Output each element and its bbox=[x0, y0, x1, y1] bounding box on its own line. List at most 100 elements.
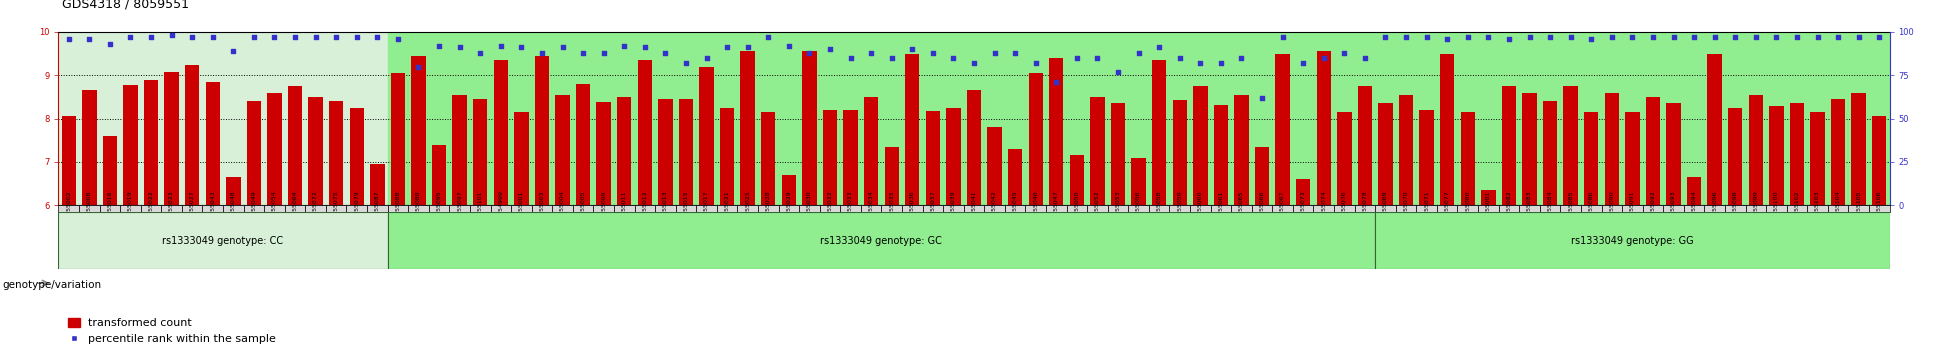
Bar bbox=[267, 93, 282, 205]
Text: GSM955099: GSM955099 bbox=[1753, 190, 1759, 228]
Bar bbox=[1025, 205, 1046, 212]
Text: GSM955098: GSM955098 bbox=[1734, 190, 1738, 228]
Bar bbox=[618, 97, 631, 205]
Point bbox=[1451, 34, 1482, 40]
Text: GSM955083: GSM955083 bbox=[1527, 190, 1531, 228]
Bar bbox=[1375, 32, 1890, 205]
Text: GSM955087: GSM955087 bbox=[374, 190, 380, 228]
Bar bbox=[1708, 53, 1722, 205]
Point bbox=[1143, 45, 1175, 50]
Bar bbox=[1457, 205, 1479, 212]
Point bbox=[1062, 55, 1093, 61]
Bar bbox=[762, 112, 775, 205]
Bar bbox=[1605, 93, 1619, 205]
Bar bbox=[880, 205, 902, 212]
Text: GSM955081: GSM955081 bbox=[1486, 190, 1490, 228]
Point bbox=[629, 45, 660, 50]
Text: GSM955089: GSM955089 bbox=[417, 190, 421, 228]
Text: GSM955043: GSM955043 bbox=[210, 190, 214, 228]
Point bbox=[1103, 69, 1134, 75]
Bar bbox=[1479, 205, 1498, 212]
Bar bbox=[699, 67, 713, 205]
Bar bbox=[966, 90, 982, 205]
Text: GSM955102: GSM955102 bbox=[1794, 190, 1800, 228]
Bar bbox=[551, 205, 573, 212]
Bar bbox=[62, 116, 76, 205]
Bar bbox=[469, 205, 491, 212]
Bar bbox=[596, 102, 612, 205]
Point bbox=[1843, 34, 1874, 40]
Bar bbox=[532, 205, 551, 212]
Bar bbox=[1397, 205, 1416, 212]
Text: GSM955049: GSM955049 bbox=[251, 190, 257, 228]
Bar bbox=[1151, 60, 1167, 205]
Bar bbox=[181, 205, 203, 212]
Point bbox=[1864, 34, 1895, 40]
Point bbox=[53, 36, 84, 42]
Bar bbox=[140, 205, 162, 212]
Bar bbox=[594, 205, 614, 212]
Bar bbox=[988, 127, 1001, 205]
Text: GSM955079: GSM955079 bbox=[355, 190, 358, 228]
Point bbox=[836, 55, 867, 61]
Bar bbox=[947, 108, 960, 205]
Text: GSM955025: GSM955025 bbox=[746, 190, 750, 228]
Text: GSM955002: GSM955002 bbox=[66, 190, 72, 228]
Bar bbox=[366, 205, 388, 212]
Text: GSM955003: GSM955003 bbox=[540, 190, 543, 228]
Bar bbox=[799, 205, 820, 212]
Bar bbox=[1375, 205, 1397, 212]
Point bbox=[752, 34, 783, 40]
Point bbox=[466, 50, 497, 56]
Bar bbox=[144, 80, 158, 205]
Point bbox=[1225, 55, 1256, 61]
Legend: transformed count, percentile rank within the sample: transformed count, percentile rank withi… bbox=[64, 314, 281, 348]
Bar bbox=[1334, 205, 1354, 212]
Bar bbox=[1461, 112, 1475, 205]
Point bbox=[567, 50, 598, 56]
Bar bbox=[1190, 205, 1210, 212]
Bar bbox=[452, 95, 468, 205]
Point bbox=[218, 48, 249, 54]
Point bbox=[1329, 50, 1360, 56]
Bar bbox=[1091, 97, 1105, 205]
Bar bbox=[244, 205, 265, 212]
Bar bbox=[884, 147, 898, 205]
Bar bbox=[388, 205, 409, 212]
Text: GSM955082: GSM955082 bbox=[1506, 190, 1512, 228]
Text: GSM955011: GSM955011 bbox=[621, 190, 627, 228]
Text: GSM955097: GSM955097 bbox=[458, 190, 462, 228]
Point bbox=[896, 46, 927, 52]
Bar bbox=[411, 56, 427, 205]
Point bbox=[238, 34, 269, 40]
Text: GSM955033: GSM955033 bbox=[847, 190, 853, 228]
Bar bbox=[58, 205, 80, 212]
Bar bbox=[1440, 53, 1455, 205]
Bar bbox=[1646, 97, 1660, 205]
Point bbox=[1535, 34, 1566, 40]
Bar bbox=[843, 110, 857, 205]
Text: GSM955056: GSM955056 bbox=[1136, 190, 1142, 228]
Bar bbox=[1336, 112, 1352, 205]
Text: GSM955054: GSM955054 bbox=[273, 190, 277, 228]
Bar bbox=[1827, 205, 1849, 212]
Bar bbox=[1420, 110, 1434, 205]
Bar bbox=[247, 101, 261, 205]
Bar bbox=[1560, 205, 1582, 212]
Bar bbox=[80, 205, 99, 212]
Bar bbox=[1295, 179, 1311, 205]
Bar bbox=[493, 60, 508, 205]
Bar bbox=[1068, 205, 1087, 212]
Bar bbox=[1005, 205, 1025, 212]
Text: GSM955039: GSM955039 bbox=[951, 190, 956, 228]
Text: GSM955052: GSM955052 bbox=[1095, 190, 1101, 228]
Text: GSM955069: GSM955069 bbox=[1383, 190, 1389, 228]
Text: GSM955094: GSM955094 bbox=[1691, 190, 1697, 228]
Bar bbox=[678, 99, 693, 205]
Text: GSM955050: GSM955050 bbox=[1075, 190, 1079, 228]
Bar bbox=[822, 110, 838, 205]
Point bbox=[1720, 34, 1751, 40]
Text: GSM955008: GSM955008 bbox=[88, 190, 92, 228]
Bar bbox=[1683, 205, 1704, 212]
Text: GSM955029: GSM955029 bbox=[787, 190, 791, 228]
